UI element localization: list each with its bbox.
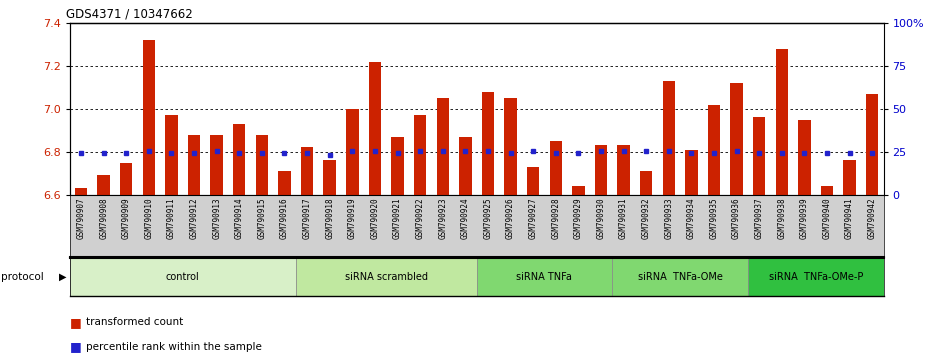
Text: GSM790938: GSM790938 [777, 198, 786, 239]
Bar [821, 186, 833, 195]
Bar [142, 40, 155, 195]
Text: GSM790940: GSM790940 [822, 198, 831, 239]
Text: siRNA TNFa: siRNA TNFa [516, 272, 572, 282]
Text: GSM790919: GSM790919 [348, 198, 357, 239]
Text: GSM790925: GSM790925 [484, 198, 492, 239]
Text: siRNA scrambled: siRNA scrambled [345, 272, 428, 282]
Bar [120, 162, 132, 195]
Text: GSM790930: GSM790930 [596, 198, 605, 239]
Bar [459, 137, 472, 195]
Bar [594, 145, 607, 195]
Text: GSM790916: GSM790916 [280, 198, 289, 239]
Bar [233, 124, 246, 195]
Bar [256, 135, 268, 195]
Text: GSM790941: GSM790941 [845, 198, 854, 239]
Text: percentile rank within the sample: percentile rank within the sample [86, 342, 262, 352]
Text: GDS4371 / 10347662: GDS4371 / 10347662 [66, 7, 193, 21]
Text: GSM790921: GSM790921 [393, 198, 402, 239]
Text: GSM790917: GSM790917 [302, 198, 312, 239]
Bar [640, 171, 652, 195]
Bar [776, 49, 788, 195]
Bar [476, 258, 612, 296]
Text: GSM790922: GSM790922 [416, 198, 425, 239]
Bar [753, 118, 765, 195]
Bar [324, 160, 336, 195]
Bar [301, 148, 313, 195]
Text: ■: ■ [70, 341, 82, 353]
Text: GSM790937: GSM790937 [754, 198, 764, 239]
Bar [414, 115, 426, 195]
Text: GSM790926: GSM790926 [506, 198, 515, 239]
Text: GSM790909: GSM790909 [122, 198, 131, 239]
Text: control: control [166, 272, 200, 282]
Text: GSM790934: GSM790934 [687, 198, 696, 239]
Bar [572, 186, 585, 195]
Text: GSM790942: GSM790942 [868, 198, 877, 239]
Bar [708, 104, 720, 195]
Bar [188, 135, 200, 195]
Bar [618, 145, 630, 195]
Bar [612, 258, 748, 296]
Text: GSM790928: GSM790928 [551, 198, 560, 239]
Text: GSM790929: GSM790929 [574, 198, 583, 239]
Bar [748, 258, 884, 296]
Text: GSM790912: GSM790912 [190, 198, 199, 239]
Bar [278, 171, 291, 195]
Text: transformed count: transformed count [86, 317, 184, 327]
Bar [504, 98, 517, 195]
Text: GSM790923: GSM790923 [438, 198, 447, 239]
Text: siRNA  TNFa-OMe: siRNA TNFa-OMe [638, 272, 723, 282]
Bar [98, 175, 110, 195]
Text: GSM790936: GSM790936 [732, 198, 741, 239]
Text: GSM790911: GSM790911 [167, 198, 176, 239]
Text: GSM790910: GSM790910 [144, 198, 153, 239]
Text: GSM790914: GSM790914 [234, 198, 244, 239]
Text: GSM790931: GSM790931 [619, 198, 628, 239]
Bar [866, 94, 879, 195]
Text: GSM790933: GSM790933 [664, 198, 673, 239]
Bar [74, 188, 87, 195]
Bar [210, 135, 223, 195]
Bar [550, 141, 562, 195]
Bar [730, 83, 743, 195]
Text: GSM790935: GSM790935 [710, 198, 719, 239]
Text: GSM790920: GSM790920 [370, 198, 379, 239]
Bar [436, 98, 449, 195]
Text: siRNA  TNFa-OMe-P: siRNA TNFa-OMe-P [768, 272, 863, 282]
Text: ▶: ▶ [59, 272, 66, 282]
Text: protocol: protocol [1, 272, 44, 282]
Bar [392, 137, 404, 195]
Text: GSM790927: GSM790927 [528, 198, 538, 239]
Bar [798, 120, 811, 195]
Bar [662, 81, 675, 195]
Bar [166, 115, 178, 195]
Text: GSM790915: GSM790915 [258, 198, 266, 239]
Bar [296, 258, 476, 296]
Text: GSM790908: GSM790908 [100, 198, 108, 239]
Text: GSM790907: GSM790907 [76, 198, 86, 239]
Text: GSM790939: GSM790939 [800, 198, 809, 239]
Bar [844, 160, 856, 195]
Text: GSM790924: GSM790924 [461, 198, 470, 239]
Text: ■: ■ [70, 316, 82, 329]
Bar [482, 92, 494, 195]
Text: GSM790913: GSM790913 [212, 198, 221, 239]
Bar [527, 167, 539, 195]
Bar [346, 109, 359, 195]
Bar [685, 150, 698, 195]
Text: GSM790918: GSM790918 [326, 198, 334, 239]
Bar [368, 62, 381, 195]
Bar [70, 258, 296, 296]
Text: GSM790932: GSM790932 [642, 198, 651, 239]
